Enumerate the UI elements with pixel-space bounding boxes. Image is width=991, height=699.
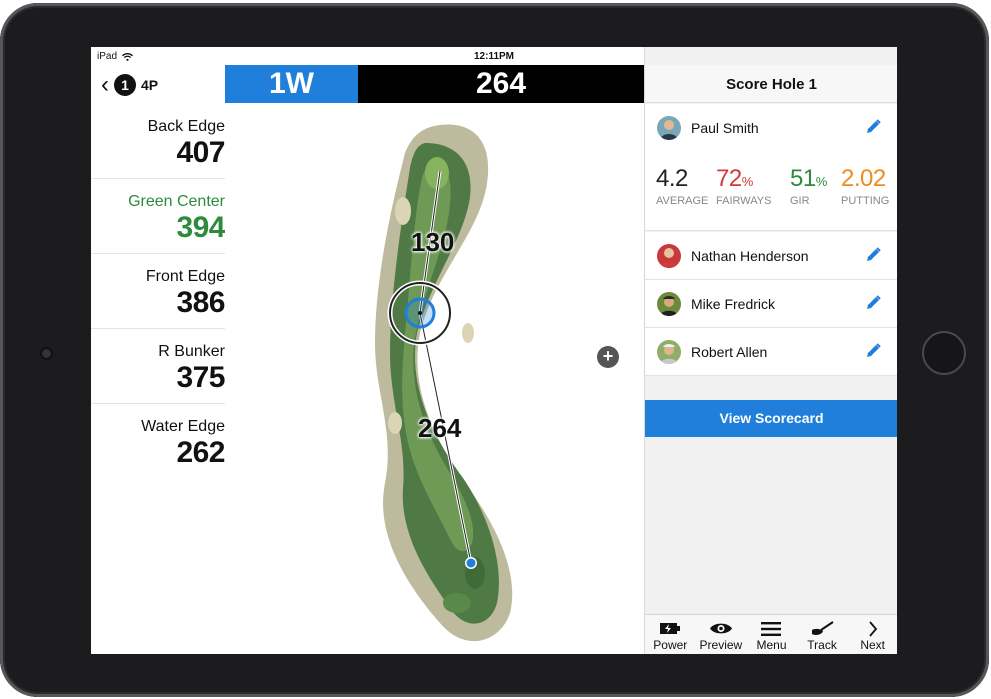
avatar [657, 116, 681, 140]
yardage-label: Front Edge [145, 268, 225, 285]
players-count: 4P [141, 77, 159, 93]
stat-number: 2.02 [841, 165, 886, 192]
stat-number: 72 [716, 165, 742, 192]
hole-number-badge: 1 [114, 74, 136, 96]
toolbar-label: Track [807, 638, 837, 652]
stat-label: GIR [790, 195, 810, 207]
stat-number: 4.2 [656, 165, 688, 192]
stat-value: 4.2 [656, 165, 708, 193]
stat-label: AVERAGE [656, 195, 709, 207]
player-name: Paul Smith [691, 120, 759, 136]
chevron-right-icon [868, 620, 877, 637]
toolbar-label: Next [860, 638, 886, 652]
player-name: Robert Allen [691, 344, 768, 360]
stat-unit: % [815, 174, 828, 189]
preview-button[interactable]: Preview [696, 615, 747, 654]
club-selector[interactable]: 1W [225, 65, 358, 103]
yardage-front-edge[interactable]: Front Edge 386 [91, 254, 225, 329]
eye-icon [709, 623, 732, 634]
hole-map[interactable]: 130 264 + [225, 103, 644, 654]
pencil-icon[interactable] [864, 118, 882, 136]
stat-value: 2.02 [841, 165, 889, 193]
yardage-value: 407 [176, 136, 225, 169]
yardage-water-edge[interactable]: Water Edge 262 [91, 404, 225, 479]
power-button[interactable]: Power [645, 615, 696, 654]
yardage-value: 375 [176, 361, 225, 394]
hamburger-icon [761, 621, 782, 636]
bottom-toolbar: Power Preview Menu Track Next [645, 614, 897, 654]
wifi-icon [122, 52, 133, 61]
yardage-label: Green Center [128, 193, 225, 210]
device-label: iPad [97, 51, 118, 62]
avatar [657, 292, 681, 316]
score-panel: Score Hole 1 Paul Smith 4.2 AVERAGE 72% … [644, 47, 897, 654]
pencil-icon[interactable] [864, 246, 882, 264]
shot-distance: 264 [358, 65, 644, 103]
yardage-list: Back Edge 407 Green Center 394 Front Edg… [91, 104, 225, 479]
menu-button[interactable]: Menu [746, 615, 797, 654]
toolbar-label: Power [653, 638, 688, 652]
battery-charge-icon [660, 623, 681, 634]
lower-distance-label: 264 [418, 413, 462, 443]
toolbar-label: Preview [699, 638, 743, 652]
next-button[interactable]: Next [847, 615, 897, 654]
yardage-label: R Bunker [158, 343, 225, 360]
golf-club-icon [812, 620, 834, 635]
toolbar-label: Menu [756, 638, 787, 652]
stat-fairways: 72% FAIRWAYS [716, 165, 771, 207]
yardage-label: Back Edge [147, 118, 225, 135]
plus-icon[interactable]: + [597, 346, 619, 368]
avatar [657, 244, 681, 268]
player-name: Mike Fredrick [691, 296, 776, 312]
camera [42, 349, 51, 358]
stat-average: 4.2 AVERAGE [656, 165, 708, 207]
clock: 12:11PM [473, 51, 515, 62]
screen: iPad 12:11PM 32% ‹ 1 4P Back Edge 407 G [91, 47, 897, 654]
hole-flyover-image [375, 124, 513, 642]
stat-putting: 2.02 PUTTING [841, 165, 889, 207]
stat-gir: 51% GIR [790, 165, 827, 207]
track-button[interactable]: Track [797, 615, 848, 654]
view-scorecard-button[interactable]: View Scorecard [645, 400, 897, 437]
stat-value: 51% [790, 165, 827, 193]
player-stats: 4.2 AVERAGE 72% FAIRWAYS 51% GIR 2.02 PU… [645, 151, 897, 231]
player-row[interactable]: Nathan Henderson [645, 232, 897, 280]
yardage-r-bunker[interactable]: R Bunker 375 [91, 329, 225, 404]
pencil-icon[interactable] [864, 294, 882, 312]
yardage-value: 262 [176, 436, 225, 469]
score-title: Score Hole 1 [645, 65, 897, 103]
stat-value: 72% [716, 165, 771, 193]
yardage-value: 386 [176, 286, 225, 319]
stat-unit: % [741, 174, 754, 189]
upper-distance-label: 130 [411, 227, 455, 257]
yardage-back-edge[interactable]: Back Edge 407 [91, 104, 225, 179]
yardage-value: 394 [176, 211, 225, 244]
stat-number: 51 [790, 165, 816, 192]
back-button[interactable]: ‹ 1 4P [101, 73, 158, 97]
home-button[interactable] [922, 331, 966, 375]
player-row[interactable]: Mike Fredrick [645, 280, 897, 328]
yardage-label: Water Edge [141, 418, 225, 435]
stat-label: PUTTING [841, 195, 890, 207]
avatar [657, 340, 681, 364]
chevron-left-icon: ‹ [101, 71, 109, 98]
stat-label: FAIRWAYS [716, 195, 772, 207]
player-name: Nathan Henderson [691, 248, 809, 264]
yardage-panel: ‹ 1 4P Back Edge 407 Green Center 394 Fr… [91, 65, 225, 654]
player-row[interactable]: Robert Allen [645, 328, 897, 376]
player-row-main[interactable]: Paul Smith [645, 104, 897, 152]
pencil-icon[interactable] [864, 342, 882, 360]
yardage-green-center[interactable]: Green Center 394 [91, 179, 225, 254]
